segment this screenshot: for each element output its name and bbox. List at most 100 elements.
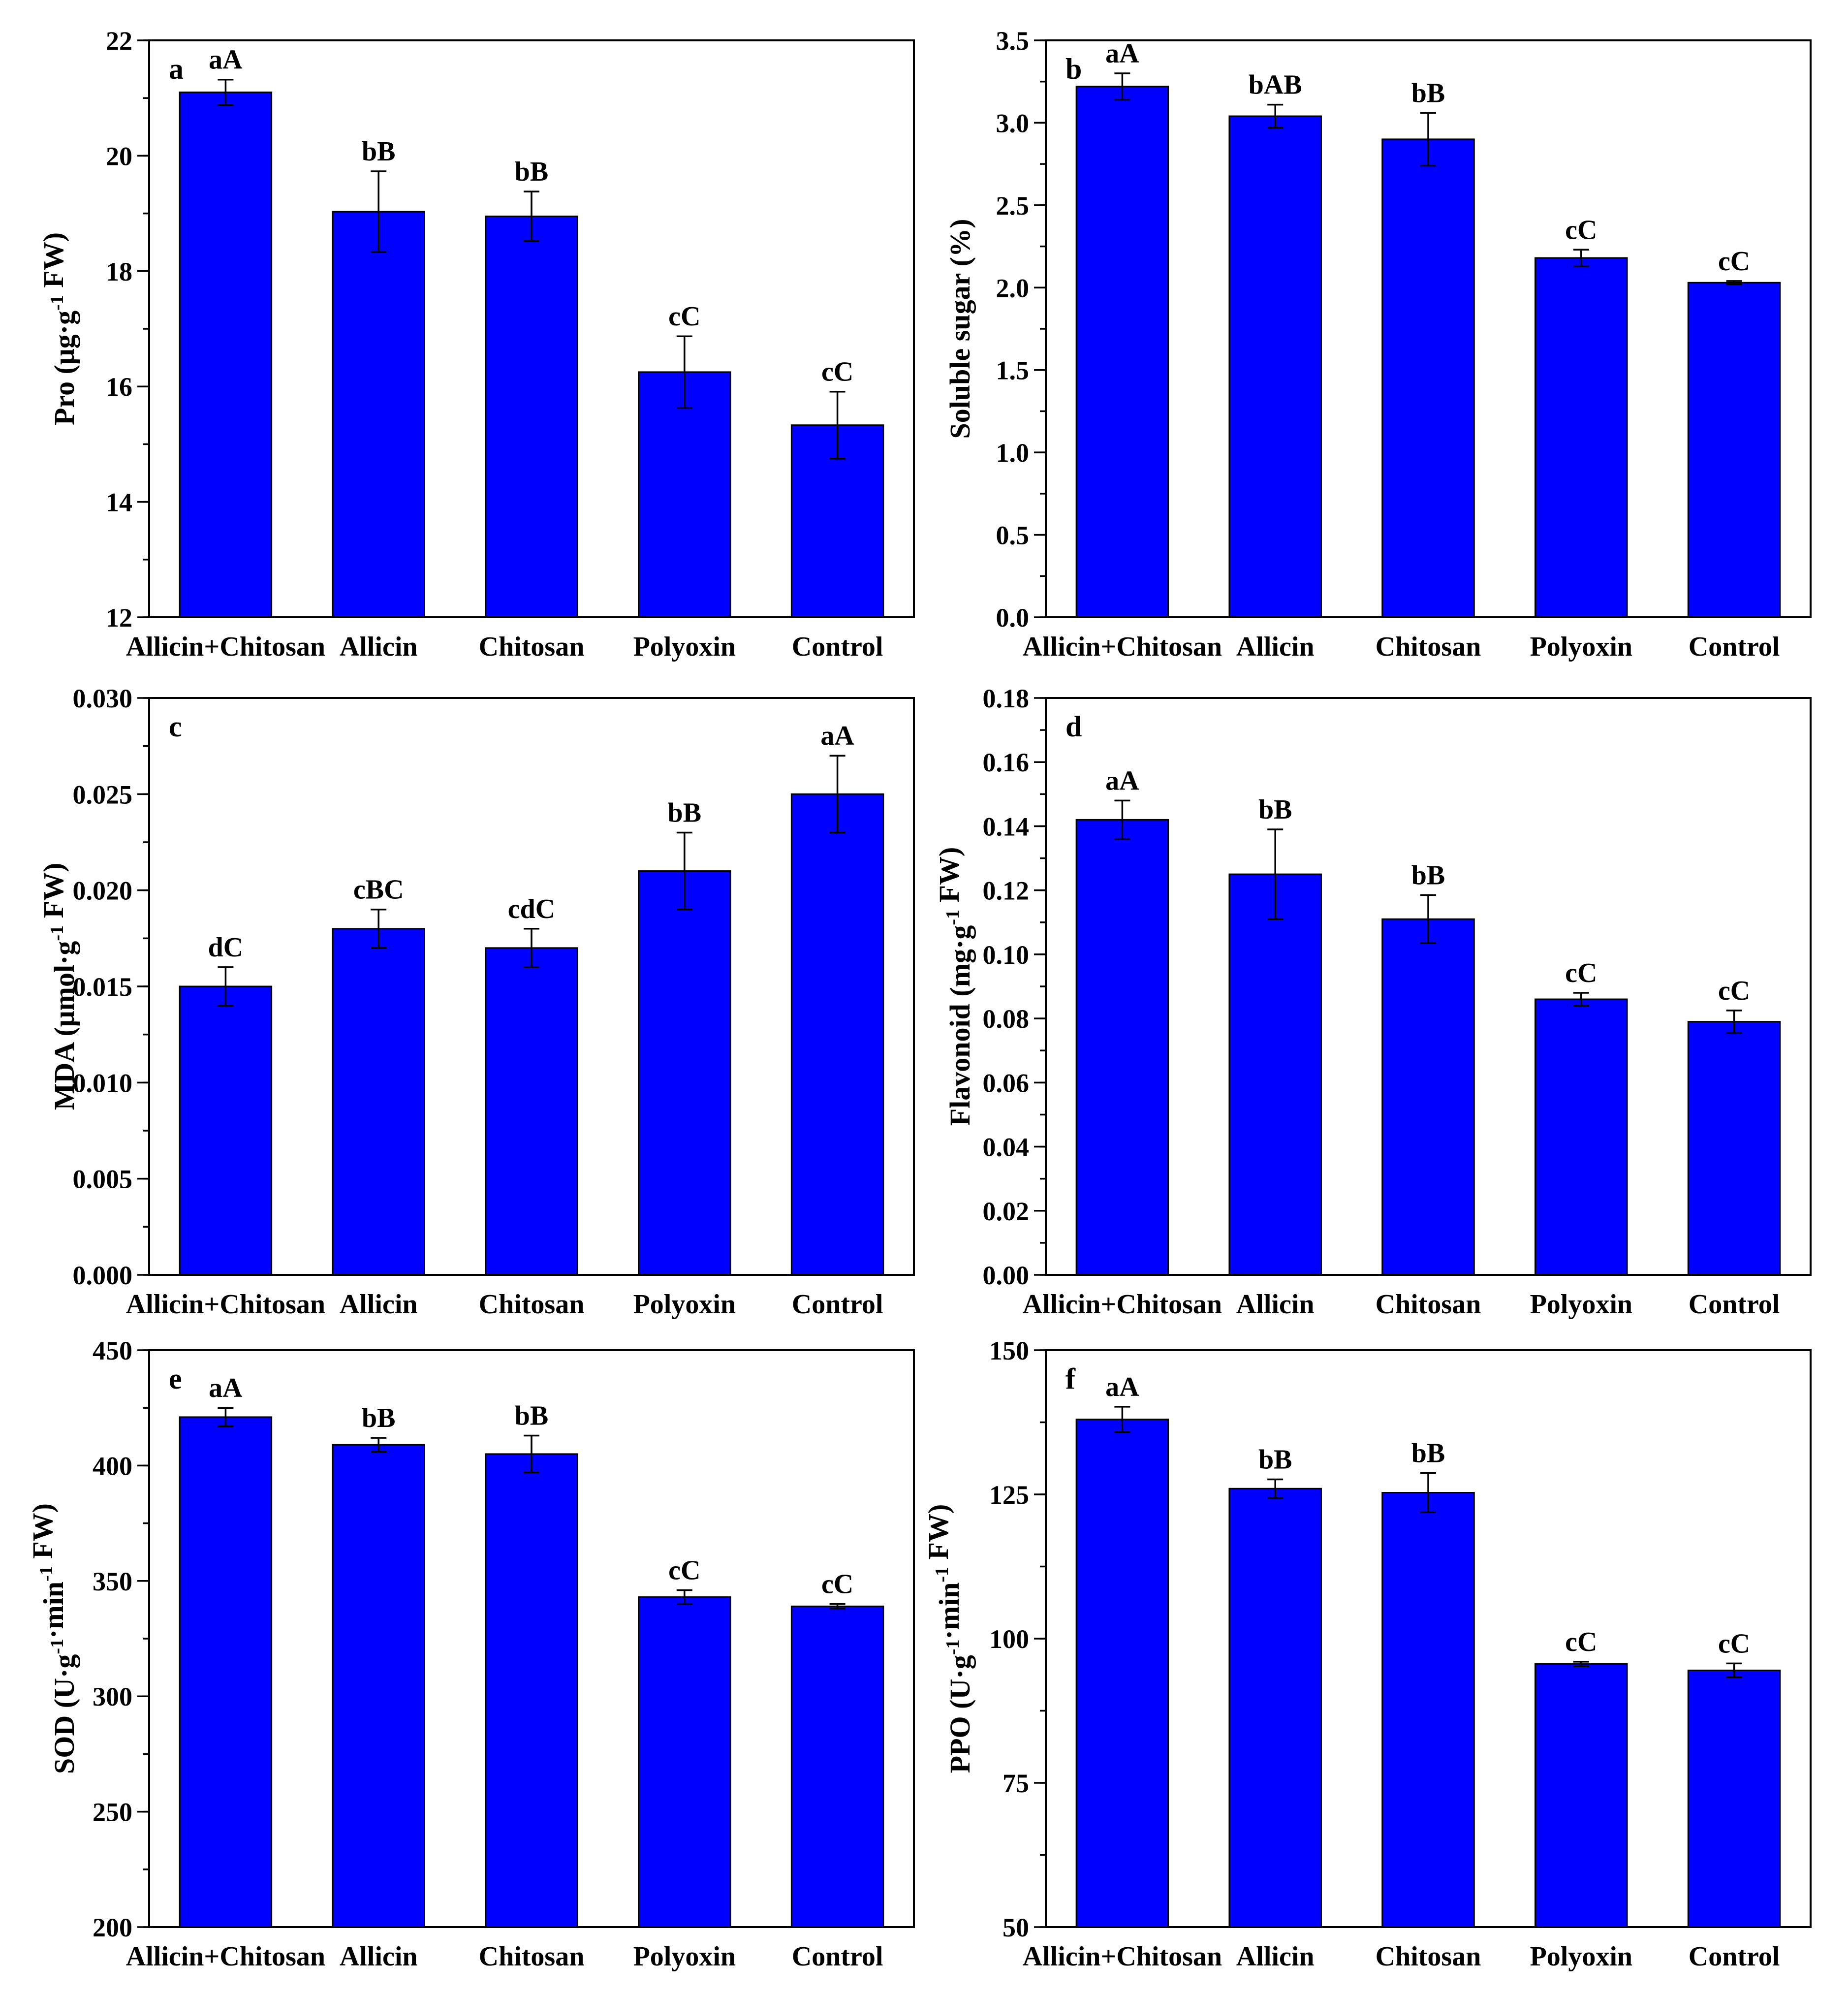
y-tick-label: 50 [1002, 1913, 1029, 1942]
y-tick-label: 0.020 [73, 876, 133, 906]
error-bar [371, 1437, 387, 1453]
y-tick-label: 0.025 [73, 780, 133, 809]
bar-control [790, 793, 884, 1276]
x-tick-label: Allicin [340, 1289, 418, 1320]
x-tick-label: Polyoxin [1530, 1289, 1632, 1320]
y-axis-label: Pro (μg·g-1 FW) [37, 232, 80, 425]
error-bar [676, 831, 692, 911]
error-bar [218, 78, 234, 106]
significance-letter: cC [668, 1555, 700, 1586]
panel-letter: f [1065, 1362, 1076, 1395]
x-tick-label: Control [792, 1941, 883, 1972]
significance-letter: cC [1565, 1627, 1597, 1657]
x-tick-label: Control [1689, 632, 1780, 662]
y-tick-label: 0.005 [73, 1165, 133, 1194]
y-tick-label: 0.030 [73, 684, 133, 713]
panel-letter: b [1065, 53, 1082, 85]
y-tick-label: 100 [989, 1624, 1029, 1654]
y-tick-label: 3.5 [996, 26, 1030, 56]
error-bar [1726, 1662, 1742, 1678]
panel-letter: d [1065, 710, 1082, 743]
x-tick-label: Allicin+Chitosan [126, 632, 325, 662]
y-tick-label: 0.00 [983, 1261, 1030, 1290]
x-tick-label: Chitosan [479, 1289, 585, 1320]
x-tick-label: Control [1689, 1289, 1780, 1320]
y-tick-label: 0.14 [983, 812, 1030, 841]
significance-letter: bB [515, 157, 549, 187]
bar-polyoxin [1535, 998, 1628, 1276]
y-tick-label: 0.02 [983, 1197, 1030, 1226]
x-tick-label: Chitosan [1376, 1941, 1481, 1972]
x-tick-label: Allicin+Chitosan [1023, 1941, 1222, 1972]
bar-allicin [332, 211, 425, 618]
significance-letter: bB [1258, 1445, 1292, 1475]
y-tick-label: 250 [93, 1798, 132, 1827]
x-tick-label: Allicin+Chitosan [126, 1941, 325, 1972]
x-tick-label: Polyoxin [633, 1941, 736, 1972]
bar-polyoxin [1535, 257, 1628, 618]
y-tick-label: 16 [106, 372, 132, 402]
y-axis-label: Flavonoid (mg·g-1 FW) [933, 847, 976, 1126]
bar-control [790, 1605, 884, 1928]
x-tick-label: Allicin [1236, 1941, 1315, 1972]
error-bar [1726, 280, 1742, 285]
x-tick-label: Chitosan [479, 632, 585, 662]
significance-letter: bAB [1249, 70, 1302, 100]
x-tick-label: Chitosan [479, 1941, 585, 1972]
error-bar [1114, 1406, 1130, 1433]
significance-letter: bB [1258, 794, 1292, 825]
significance-letter: cdC [508, 894, 555, 924]
x-tick-label: Control [792, 1289, 883, 1320]
error-bar [1573, 1661, 1589, 1668]
x-tick-label: Polyoxin [1530, 1941, 1632, 1972]
significance-letter: cBC [353, 875, 404, 905]
x-tick-label: Polyoxin [633, 632, 736, 662]
bar-chitosan [485, 1453, 578, 1928]
x-tick-label: Chitosan [1376, 632, 1481, 662]
y-tick-label: 0.0 [996, 603, 1030, 633]
x-tick-label: Chitosan [1376, 1289, 1481, 1320]
y-tick-label: 0.000 [73, 1261, 133, 1290]
y-tick-label: 2.0 [996, 273, 1030, 303]
error-bar [1573, 992, 1589, 1007]
significance-letter: aA [1105, 765, 1139, 796]
significance-letter: bB [1411, 78, 1445, 108]
bar-polyoxin [638, 1596, 731, 1928]
error-bar [1726, 1010, 1742, 1034]
significance-letter: bB [362, 136, 396, 167]
bar-control [1687, 1669, 1781, 1928]
error-bar [829, 755, 846, 834]
error-bar [676, 1589, 692, 1605]
y-tick-label: 0.08 [983, 1004, 1030, 1034]
y-tick-label: 0.16 [983, 748, 1030, 777]
bar-chitosan [1381, 1491, 1475, 1928]
error-bar [1114, 72, 1130, 101]
x-tick-label: Polyoxin [1530, 632, 1632, 662]
chart-panel-f: aA bB bB cC cC 50 75 100 125 150 Allicin+Chitosan A… [922, 1336, 1812, 1972]
significance-letter: bB [1411, 1438, 1445, 1469]
x-tick-label: Allicin+Chitosan [126, 1289, 325, 1320]
significance-letter: aA [820, 721, 854, 751]
y-tick-label: 350 [93, 1567, 132, 1596]
x-tick-label: Allicin [340, 632, 418, 662]
error-bar [524, 928, 539, 968]
y-tick-label: 0.18 [983, 684, 1030, 713]
significance-letter: bB [515, 1400, 549, 1431]
error-bar [371, 908, 387, 949]
error-bar [1420, 894, 1436, 944]
bar-allicin [1228, 1488, 1322, 1928]
y-tick-label: 20 [106, 141, 132, 171]
y-tick-label: 1.0 [996, 438, 1030, 468]
chart-panel-a: aA bB bB cC cC 12 14 16 18 20 22 Allicin+Chitosan Al… [37, 26, 915, 662]
x-tick-label: Allicin+Chitosan [1023, 1289, 1222, 1320]
error-bar [1267, 103, 1284, 129]
error-bar [218, 966, 234, 1007]
significance-letter: aA [1105, 1372, 1139, 1402]
y-axis-label: PPO (U·g-1·min-1 FW) [922, 1504, 976, 1773]
y-tick-label: 200 [93, 1913, 132, 1942]
y-tick-label: 125 [989, 1480, 1029, 1510]
panel-letter: e [169, 1362, 182, 1395]
panel-letter: c [169, 710, 182, 743]
error-bar [371, 170, 387, 253]
